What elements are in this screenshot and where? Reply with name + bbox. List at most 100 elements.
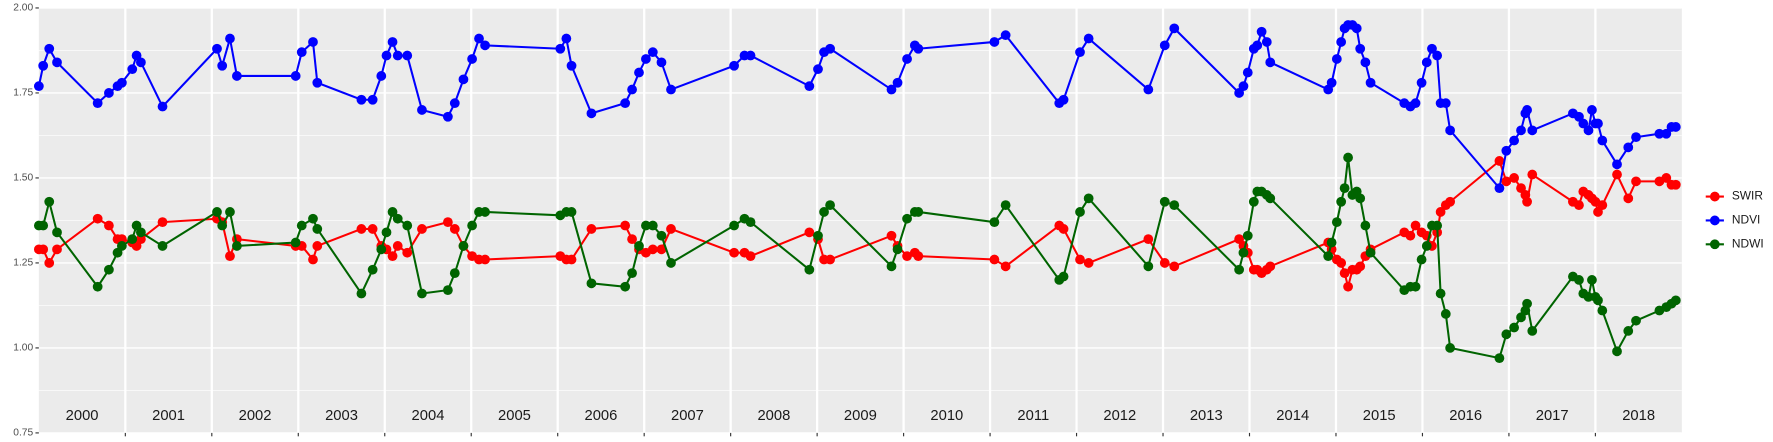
data-point	[647, 47, 658, 58]
data-point	[296, 220, 307, 231]
data-point	[1159, 40, 1170, 51]
data-point	[1331, 217, 1342, 228]
data-point	[1440, 98, 1451, 109]
data-point	[1265, 193, 1276, 204]
data-point	[116, 77, 127, 88]
data-point	[913, 43, 924, 54]
data-point	[902, 213, 912, 224]
data-point	[1265, 261, 1276, 272]
year-label: 2009	[844, 408, 877, 424]
data-point	[1583, 292, 1594, 302]
data-point	[136, 234, 146, 245]
data-point	[627, 234, 637, 245]
data-point	[1351, 23, 1362, 34]
data-point	[296, 47, 307, 58]
data-point	[356, 224, 367, 234]
data-point	[232, 71, 242, 81]
data-point	[1326, 77, 1337, 88]
data-point	[127, 64, 138, 75]
data-point	[1593, 295, 1603, 306]
data-point	[913, 251, 924, 262]
data-point	[458, 241, 469, 251]
year-label: 2004	[412, 408, 445, 424]
data-point	[656, 244, 667, 255]
data-point	[1509, 173, 1519, 183]
data-point	[1416, 77, 1427, 88]
data-point	[586, 108, 597, 119]
data-point	[1252, 40, 1263, 51]
data-point	[1578, 118, 1589, 129]
data-point	[804, 264, 815, 275]
data-point	[312, 77, 323, 88]
data-point	[52, 244, 62, 255]
data-point	[729, 220, 739, 231]
data-point	[1522, 105, 1532, 115]
data-point	[886, 230, 897, 241]
year-label: 2011	[1017, 408, 1049, 424]
data-point	[1631, 315, 1641, 326]
data-point	[1445, 125, 1456, 136]
data-point	[308, 37, 318, 47]
data-point	[402, 220, 413, 231]
data-point	[1509, 135, 1519, 146]
data-point	[217, 220, 228, 231]
data-point	[1143, 84, 1154, 95]
data-point	[387, 251, 398, 262]
data-point	[1670, 295, 1681, 306]
data-point	[212, 43, 222, 54]
data-point	[1432, 220, 1443, 231]
data-point	[825, 200, 835, 211]
y-tick-label: 2.00	[13, 3, 33, 14]
data-point	[33, 81, 44, 92]
data-point	[886, 84, 897, 95]
data-point	[1058, 94, 1069, 105]
data-point	[1494, 183, 1505, 194]
legend-marker	[1709, 239, 1720, 250]
legend-marker	[1709, 215, 1720, 226]
data-point	[1000, 200, 1011, 211]
data-point	[104, 264, 114, 275]
data-point	[1075, 47, 1085, 58]
data-point	[1256, 26, 1267, 37]
data-point	[1355, 43, 1366, 54]
data-point	[1597, 135, 1608, 146]
data-point	[367, 94, 378, 105]
data-point	[1331, 54, 1342, 64]
data-point	[417, 224, 427, 234]
data-point	[127, 234, 138, 245]
data-point	[480, 40, 490, 51]
data-point	[1261, 37, 1272, 47]
data-point	[136, 57, 146, 68]
data-point	[627, 268, 637, 279]
data-point	[225, 207, 235, 217]
data-point	[1416, 254, 1427, 265]
legend-label: SWIR	[1732, 189, 1764, 203]
data-point	[1336, 37, 1347, 47]
data-point	[38, 60, 49, 71]
data-point	[1421, 57, 1432, 68]
data-point	[892, 77, 903, 88]
data-point	[1593, 118, 1603, 129]
data-point	[1083, 258, 1094, 268]
data-point	[729, 60, 739, 71]
data-point	[442, 217, 453, 228]
legend-label: NDVI	[1732, 213, 1760, 227]
data-point	[1058, 271, 1069, 282]
data-point	[666, 84, 676, 95]
data-point	[1339, 183, 1350, 194]
data-point	[989, 37, 1000, 47]
data-point	[620, 281, 631, 292]
data-point	[804, 81, 815, 92]
data-point	[1143, 234, 1154, 245]
data-point	[290, 71, 301, 81]
data-point	[367, 264, 378, 275]
year-label: 2015	[1363, 408, 1396, 424]
data-point	[892, 244, 903, 255]
data-point	[392, 50, 403, 61]
data-point	[1169, 200, 1180, 211]
data-point	[381, 227, 392, 238]
data-point	[813, 64, 823, 75]
data-point	[627, 84, 637, 95]
data-point	[387, 37, 398, 47]
